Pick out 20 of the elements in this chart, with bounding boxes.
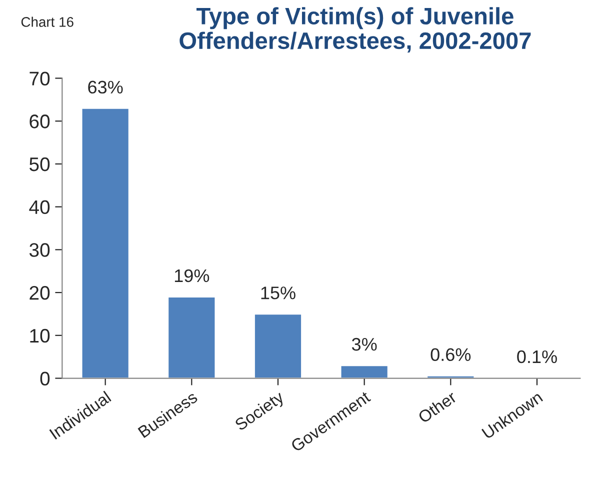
y-tick-label: 70 xyxy=(30,72,50,86)
data-label: 15% xyxy=(261,286,296,300)
caption: Chart 16 xyxy=(21,16,74,27)
data-label: 3% xyxy=(352,338,377,351)
y-tick-label: 30 xyxy=(29,243,50,257)
chart-title: Type of Victim(s) of Juvenile Offenders/Arrestees, 2002-2007 xyxy=(180,7,531,52)
y-tick-label: 0 xyxy=(40,372,50,386)
y-tick-label: 40 xyxy=(29,200,50,214)
bar xyxy=(80,108,130,378)
bar xyxy=(340,364,389,378)
bar xyxy=(167,296,216,378)
y-tick-label: 50 xyxy=(30,157,50,172)
data-label: 19% xyxy=(174,269,210,282)
y-tick-label: 20 xyxy=(30,286,50,300)
y-tick-label: 60 xyxy=(30,114,50,128)
y-tick-label: 10 xyxy=(30,328,50,343)
bar xyxy=(254,313,302,378)
data-label: 0.6% xyxy=(430,348,471,362)
data-label: 63% xyxy=(88,80,123,94)
data-label: 0.1% xyxy=(517,350,557,364)
